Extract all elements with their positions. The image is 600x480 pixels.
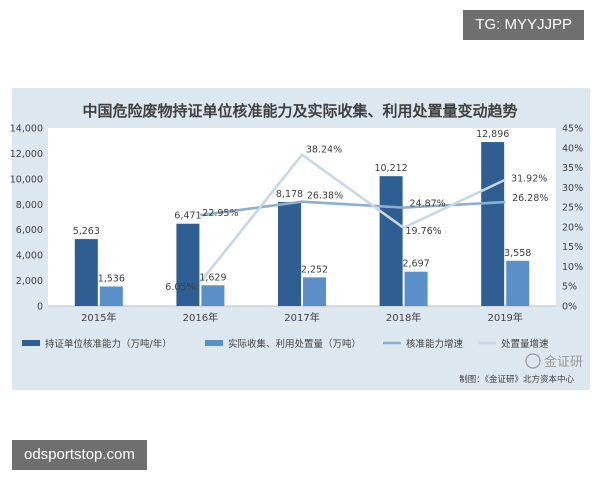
bar-data-label: 10,212 [374,163,407,174]
y-right-tick-label: 25% [562,203,583,214]
bar-data-label: 3,558 [504,248,531,259]
watermark-text: 金证研 [544,354,583,370]
bar-data-label: 2,697 [402,259,429,270]
line-data-label: 26.28% [512,193,548,204]
legend-swatch [22,340,40,346]
chart-title: 中国危险废物持证单位核准能力及实际收集、利用处置量变动趋势 [82,102,517,120]
bottom-tag: odsportstop.com [12,440,147,470]
plot-area [48,128,556,306]
bar-data-label: 12,896 [476,129,509,140]
bar [404,271,428,306]
bar [99,286,123,306]
bar [278,202,301,306]
growth-line [199,153,506,283]
x-tick-label: 2016年 [183,311,218,324]
y-left-tick-label: 12,000 [10,149,43,160]
line-data-label: 22.95% [202,208,238,219]
bar-data-label: 5,263 [73,226,100,237]
legend-label: 核准能力增速 [406,338,464,350]
x-tick-label: 2018年 [386,311,421,324]
y-left-tick-label: 10,000 [10,174,43,185]
bar [176,223,200,306]
y-left-tick-label: 8,000 [16,200,43,211]
y-right-tick-label: 35% [562,163,583,174]
y-right-tick-label: 15% [562,242,583,253]
line-data-label: 6.05% [165,282,195,293]
bar [506,260,530,306]
watermark: 金证研 [525,353,583,370]
legend-label: 实际收集、利用处置量（万吨） [228,338,361,350]
y-right-tick-label: 40% [562,143,583,154]
top-tag: TG: MYYJJPP [463,10,584,40]
bar [481,142,505,306]
line-data-label: 38.24% [306,145,342,156]
legend-swatch [205,340,223,346]
line-data-label: 26.38% [307,191,343,202]
y-left-tick-label: 14,000 [10,124,43,135]
x-tick-label: 2015年 [81,311,116,324]
bar [303,277,326,306]
x-tick-label: 2017年 [284,311,319,324]
bar [201,285,225,306]
source-note: 制图：《金证研》北方资本中心 [459,374,574,385]
y-right-tick-label: 20% [562,222,583,233]
bar [74,239,98,306]
y-right-tick-label: 45% [562,124,583,135]
y-right-tick-label: 30% [562,183,583,194]
line-data-label: 19.76% [405,226,441,237]
y-left-tick-label: 0 [37,302,43,313]
line-data-label: 24.87% [409,199,445,210]
bar [379,176,403,306]
y-left-tick-label: 6,000 [16,225,43,236]
bar-data-label: 8,178 [276,189,303,200]
y-left-tick-label: 2,000 [16,276,43,287]
legend-label: 持证单位核准能力（万吨/年） [45,338,172,350]
line-data-label: 31.92% [511,174,547,185]
y-right-tick-label: 0% [562,302,577,313]
legend-label: 处置量增速 [501,338,549,350]
bar-data-label: 2,252 [301,264,328,275]
bar-data-label: 6,471 [174,211,201,222]
bar-data-label: 1,629 [199,272,226,283]
y-left-tick-label: 4,000 [16,251,43,262]
y-right-tick-label: 5% [562,282,577,293]
watermark-logo-icon [525,353,541,369]
y-right-tick-label: 10% [562,262,583,273]
x-tick-label: 2019年 [487,311,522,324]
bar-data-label: 1,536 [98,273,125,284]
